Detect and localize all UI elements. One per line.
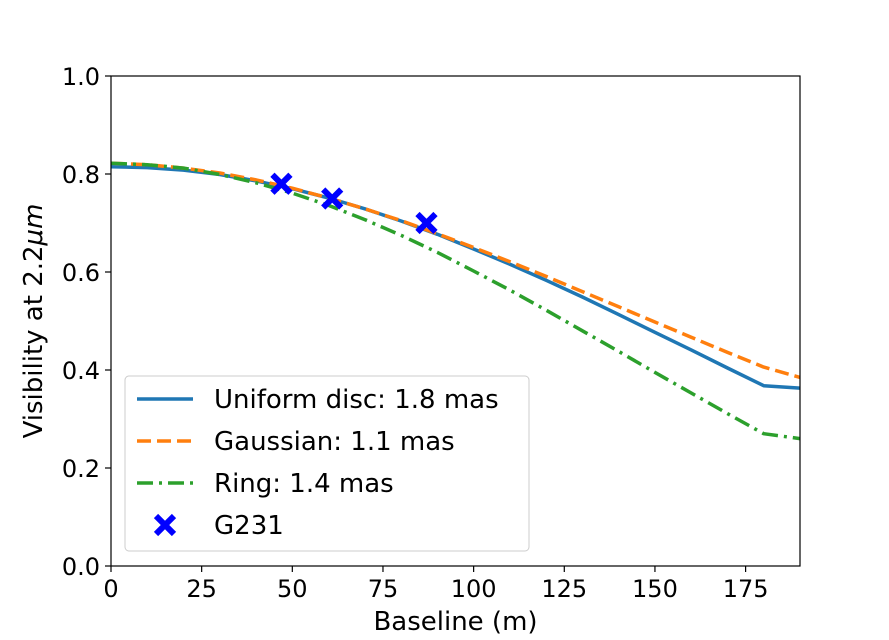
y-axis-label-prefix: Visibility at 2.2 xyxy=(19,245,49,438)
x-tick-label: 175 xyxy=(723,575,769,603)
series-markers xyxy=(270,172,438,235)
x-tick-label: 50 xyxy=(277,575,308,603)
y-axis-ticks: 0.0 0.2 0.4 0.6 0.8 1.0 xyxy=(62,63,111,581)
y-tick-label: 1.0 xyxy=(62,63,100,91)
y-axis-label-suffix: m xyxy=(19,204,49,229)
y-tick-label: 0.0 xyxy=(62,553,100,581)
x-tick-label: 25 xyxy=(186,575,217,603)
x-tick-label: 150 xyxy=(632,575,678,603)
legend-box xyxy=(124,375,530,552)
x-tick-label: 100 xyxy=(451,575,497,603)
x-tick-label: 125 xyxy=(541,575,587,603)
x-tick-label: 0 xyxy=(103,575,118,603)
series-lines xyxy=(111,161,800,441)
y-axis-label: Visibility at 2.2μm xyxy=(19,204,49,439)
series-line-gaussian xyxy=(111,161,800,380)
y-tick-label: 0.4 xyxy=(62,357,100,385)
g231-data-point xyxy=(321,187,344,210)
series-line-ring xyxy=(111,161,800,441)
x-tick-label: 75 xyxy=(368,575,399,603)
legend-label: G231 xyxy=(214,511,284,541)
x-axis-ticks: 0 25 50 75 100 125 150 175 xyxy=(103,566,769,603)
x-axis-label: Baseline (m) xyxy=(373,607,537,635)
legend: Uniform disc: 1.8 mas Gaussian: 1.1 mas Ri… xyxy=(124,375,530,552)
y-axis-label-mu: μ xyxy=(19,229,49,247)
plot-frame xyxy=(110,75,801,567)
g231-data-point xyxy=(415,211,438,235)
legend-label: Uniform disc: 1.8 mas xyxy=(214,385,499,415)
y-tick-label: 0.2 xyxy=(62,455,100,483)
legend-marker-g231 xyxy=(153,513,177,537)
y-tick-label: 0.6 xyxy=(62,259,100,287)
g231-data-point xyxy=(270,172,293,195)
legend-label: Gaussian: 1.1 mas xyxy=(214,427,455,457)
series-line-uniform-disc xyxy=(111,164,800,390)
y-tick-label: 0.8 xyxy=(62,161,100,189)
legend-label: Ring: 1.4 mas xyxy=(214,469,394,499)
